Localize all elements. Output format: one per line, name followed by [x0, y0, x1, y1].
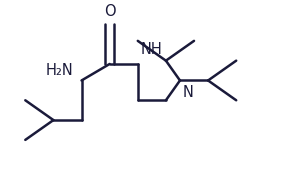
Text: N: N	[183, 86, 194, 100]
Text: O: O	[104, 4, 116, 19]
Text: NH: NH	[141, 42, 162, 57]
Text: H₂N: H₂N	[45, 63, 73, 78]
